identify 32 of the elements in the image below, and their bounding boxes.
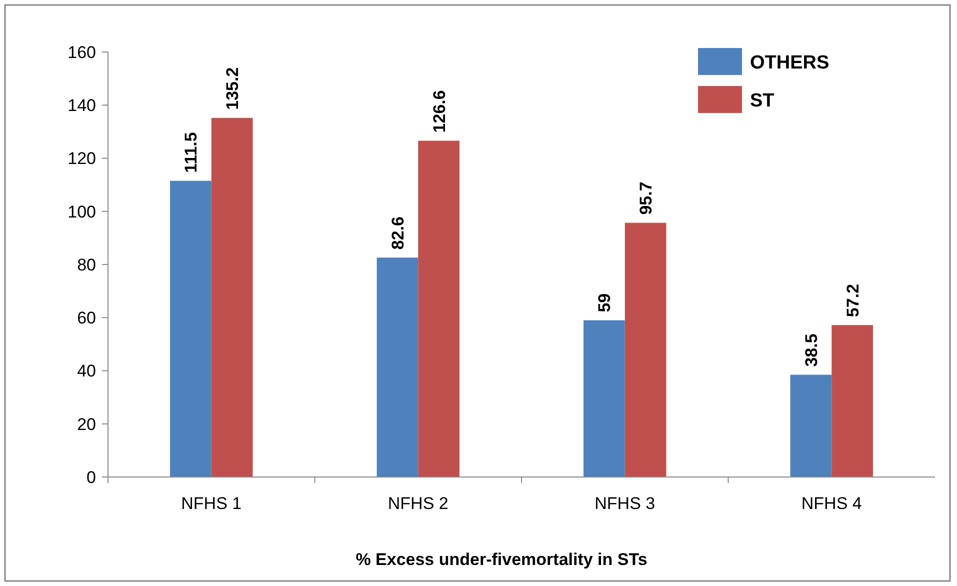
bar — [584, 320, 625, 477]
bar — [170, 180, 212, 477]
x-tick-label: NFHS 4 — [801, 494, 862, 513]
y-tick-label: 0 — [86, 468, 96, 487]
bar — [211, 118, 253, 477]
y-tick-label: 20 — [77, 414, 96, 434]
data-label: 95.7 — [636, 182, 656, 215]
bar — [418, 140, 460, 477]
y-tick-label: 80 — [77, 255, 96, 274]
data-label: 57.2 — [843, 284, 862, 318]
data-label: 111.5 — [182, 132, 201, 173]
x-tick-label: NFHS 2 — [388, 494, 448, 513]
legend-label: ST — [750, 90, 775, 112]
data-label: 126.6 — [430, 90, 449, 133]
y-tick-label: 100 — [68, 202, 96, 222]
data-label: 82.6 — [388, 216, 408, 250]
bar — [376, 258, 418, 477]
y-tick-label: 60 — [77, 308, 96, 328]
y-tick-label: 120 — [68, 149, 96, 168]
y-tick-label: 140 — [68, 96, 96, 116]
x-tick-label: NFHS 1 — [181, 494, 242, 513]
bar — [832, 325, 873, 477]
x-axis-title: % Excess under-fivemortality in STs — [356, 550, 648, 569]
data-label: 135.2 — [223, 67, 242, 110]
y-tick-label: 40 — [77, 362, 96, 381]
bar — [790, 374, 832, 477]
data-label: 38.5 — [802, 334, 821, 367]
y-tick-label: 160 — [68, 42, 96, 62]
legend-label: OTHERS — [750, 52, 830, 74]
bar — [624, 222, 666, 477]
data-label: 59 — [595, 293, 614, 312]
x-tick-label: NFHS 3 — [594, 494, 656, 513]
